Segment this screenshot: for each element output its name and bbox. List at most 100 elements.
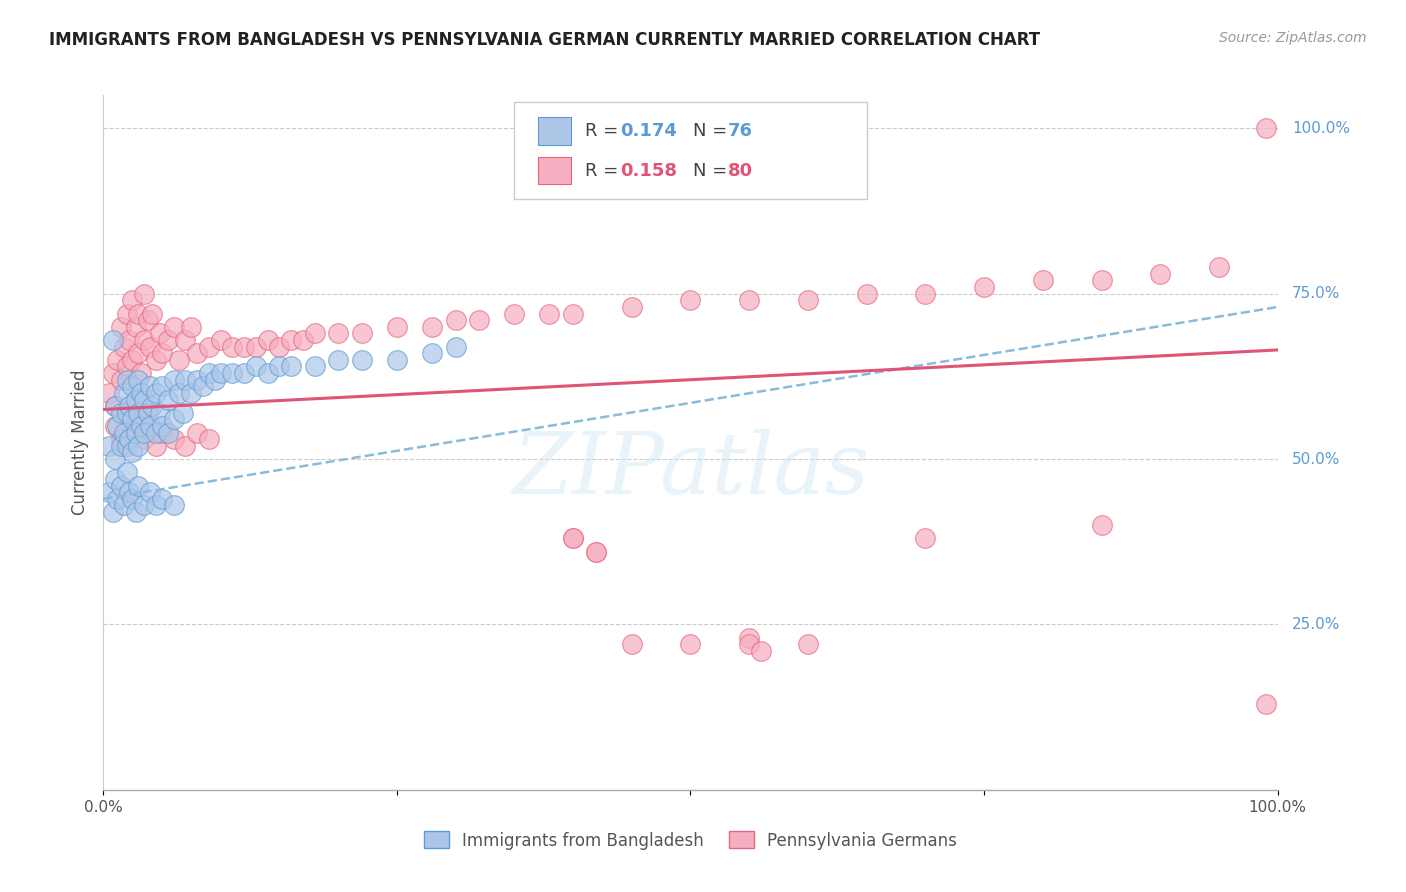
Point <box>145 386 167 401</box>
Point <box>134 432 156 446</box>
Point <box>1208 260 1230 275</box>
Point <box>174 373 197 387</box>
Point <box>1254 697 1277 711</box>
Point <box>973 280 995 294</box>
Point <box>121 412 143 426</box>
Point <box>233 366 256 380</box>
Point <box>245 359 267 374</box>
Point <box>139 485 162 500</box>
Point <box>385 352 408 367</box>
Text: 0.174: 0.174 <box>620 122 676 140</box>
Point <box>1149 267 1171 281</box>
Point <box>162 319 184 334</box>
Point <box>150 425 173 440</box>
Point <box>127 373 149 387</box>
Point <box>139 419 162 434</box>
Point <box>269 340 291 354</box>
Point <box>350 326 373 341</box>
Point <box>121 379 143 393</box>
Point <box>562 532 585 546</box>
Text: 25.0%: 25.0% <box>1292 617 1340 632</box>
Point <box>148 406 170 420</box>
Point <box>129 366 152 380</box>
Point <box>562 532 585 546</box>
Point <box>620 637 643 651</box>
Point <box>738 293 761 308</box>
Point <box>105 419 128 434</box>
Text: R =: R = <box>585 161 624 179</box>
Point <box>118 333 141 347</box>
Point <box>444 340 467 354</box>
Point <box>186 346 208 360</box>
Point <box>191 379 214 393</box>
Point <box>104 452 127 467</box>
Point <box>150 419 173 434</box>
Point <box>797 293 820 308</box>
Point <box>169 352 191 367</box>
Text: 76: 76 <box>728 122 754 140</box>
Point <box>125 505 148 519</box>
Point <box>150 491 173 506</box>
Point <box>221 366 243 380</box>
Point <box>148 326 170 341</box>
Point <box>150 379 173 393</box>
Point <box>110 406 132 420</box>
Point <box>134 499 156 513</box>
Point <box>585 545 607 559</box>
Point <box>562 307 585 321</box>
Point <box>125 319 148 334</box>
Point <box>156 392 179 407</box>
Point <box>198 432 221 446</box>
Point <box>186 425 208 440</box>
Point <box>127 478 149 492</box>
Point <box>110 439 132 453</box>
Text: 100.0%: 100.0% <box>1292 120 1350 136</box>
Point <box>204 373 226 387</box>
Text: 0.158: 0.158 <box>620 161 676 179</box>
Point <box>221 340 243 354</box>
Point <box>156 425 179 440</box>
Point <box>104 472 127 486</box>
Point <box>127 307 149 321</box>
Point <box>914 286 936 301</box>
Point <box>180 386 202 401</box>
Text: 75.0%: 75.0% <box>1292 286 1340 301</box>
Point <box>385 319 408 334</box>
Point <box>127 406 149 420</box>
Point <box>1090 518 1112 533</box>
Point <box>98 439 121 453</box>
Point <box>98 386 121 401</box>
Point <box>326 352 349 367</box>
Point <box>503 307 526 321</box>
Point <box>186 373 208 387</box>
Point <box>914 532 936 546</box>
Point <box>134 425 156 440</box>
Point <box>112 425 135 440</box>
Point <box>145 439 167 453</box>
Point <box>115 406 138 420</box>
Point <box>104 399 127 413</box>
Point <box>1254 121 1277 136</box>
Point <box>134 333 156 347</box>
Point <box>209 333 232 347</box>
Point <box>121 352 143 367</box>
Point <box>136 406 159 420</box>
Point <box>256 366 278 380</box>
Point <box>115 466 138 480</box>
Point <box>112 386 135 401</box>
Point <box>98 485 121 500</box>
Point <box>538 307 561 321</box>
Point <box>101 366 124 380</box>
Point <box>129 419 152 434</box>
Y-axis label: Currently Married: Currently Married <box>72 370 89 516</box>
Point <box>420 346 443 360</box>
Point <box>145 425 167 440</box>
Point <box>141 399 163 413</box>
Point <box>156 333 179 347</box>
Point <box>121 445 143 459</box>
Point <box>125 425 148 440</box>
Point <box>749 644 772 658</box>
Point <box>738 637 761 651</box>
Point <box>620 300 643 314</box>
Point <box>256 333 278 347</box>
